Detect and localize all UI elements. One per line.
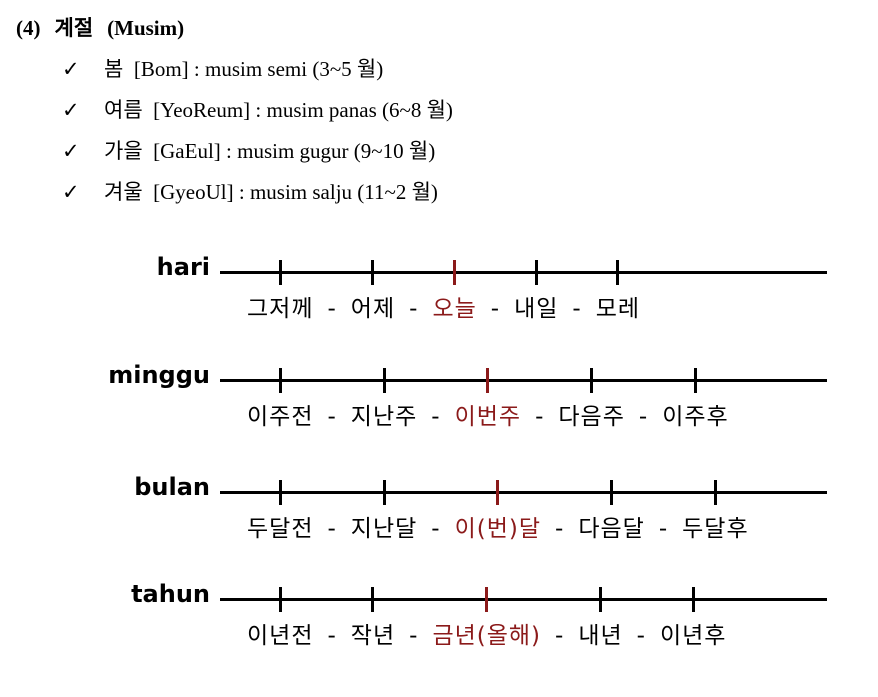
separator: - [535, 404, 545, 430]
timeline-label: tahun [131, 580, 210, 608]
timeline-label: hari [156, 253, 210, 281]
tick [485, 587, 489, 612]
tick [713, 480, 717, 505]
season-item: ✓ 가을 [GaEul] : musim gugur (9~10 월) [62, 135, 435, 165]
season-text: 겨울 [GyeoUl] : musim salju (11~2 월) [104, 180, 438, 204]
timeline: minggu 이주전 - 지난주 - 이번주 - 다음주 - 이주후 [0, 361, 878, 469]
separator: - [409, 623, 419, 649]
tick [691, 587, 695, 612]
timeline-word: 이번주 [454, 404, 522, 430]
tick [278, 368, 282, 393]
tick [693, 368, 697, 393]
heading-title: 계절 [54, 16, 94, 40]
heading: (4) 계절 (Musim) [16, 12, 198, 42]
tick [496, 480, 500, 505]
separator: - [636, 623, 646, 649]
separator: - [327, 404, 337, 430]
timeline-word: 이주전 [247, 404, 314, 430]
tick [371, 587, 375, 612]
timeline-word: 이(번)달 [454, 516, 542, 542]
checkmark: ✓ [62, 139, 80, 163]
checkmark: ✓ [62, 57, 80, 81]
timeline-word: 지난달 [350, 516, 418, 542]
separator: - [490, 296, 501, 322]
separator: - [431, 404, 441, 430]
heading-subtitle: (Musim) [107, 16, 185, 40]
tick [382, 368, 386, 393]
timeline-word: 내일 [514, 296, 559, 322]
checkmark: ✓ [62, 98, 80, 122]
timeline-words: 이주전 - 지난주 - 이번주 - 다음주 - 이주후 [247, 397, 729, 431]
tick [534, 260, 538, 285]
separator: - [327, 623, 337, 649]
checkmark: ✓ [62, 180, 80, 204]
timeline-words: 그저께 - 어제 - 오늘 - 내일 - 모레 [247, 289, 640, 323]
tick [599, 587, 602, 612]
timeline-word: 이년전 [247, 623, 314, 649]
timeline: bulan 두달전 - 지난달 - 이(번)달 - 다음달 - 두달후 [0, 473, 878, 581]
separator: - [555, 516, 565, 542]
season-item: ✓ 겨울 [GyeoUl] : musim salju (11~2 월) [62, 176, 438, 206]
timeline-words: 이년전 - 작년 - 금년(올해) - 내년 - 이년후 [247, 616, 726, 650]
separator: - [327, 516, 337, 542]
tick [278, 260, 282, 285]
separator: - [409, 296, 419, 322]
timeline-word: 지난주 [350, 404, 418, 430]
season-item: ✓ 봄 [Bom] : musim semi (3~5 월) [62, 53, 383, 83]
timeline-word: 이주후 [662, 404, 729, 430]
timeline-words: 두달전 - 지난달 - 이(번)달 - 다음달 - 두달후 [247, 509, 749, 543]
timeline-word: 모레 [595, 296, 641, 322]
timeline-label: bulan [134, 473, 210, 501]
timeline-word: 작년 [350, 623, 396, 649]
separator: - [638, 404, 649, 430]
tick [453, 260, 457, 285]
timeline-word: 이년후 [659, 623, 727, 649]
tick [278, 587, 282, 612]
season-text: 여름 [YeoReum] : musim panas (6~8 월) [104, 98, 453, 122]
timeline-word: 그저께 [247, 296, 314, 322]
timeline-label: minggu [108, 361, 210, 389]
timeline-word: 오늘 [432, 296, 477, 322]
separator: - [658, 516, 669, 542]
tick [616, 260, 620, 285]
tick [278, 480, 282, 505]
tick [486, 368, 490, 393]
timeline-word: 다음달 [578, 516, 645, 542]
timeline-axis [220, 491, 827, 494]
heading-number: (4) [16, 16, 41, 40]
timeline: hari 그저께 - 어제 - 오늘 - 내일 - 모레 [0, 253, 878, 361]
season-text: 가을 [GaEul] : musim gugur (9~10 월) [104, 139, 436, 163]
season-item: ✓ 여름 [YeoReum] : musim panas (6~8 월) [62, 94, 453, 124]
tick [610, 480, 614, 505]
separator: - [572, 296, 582, 322]
timeline-word: 내년 [578, 623, 623, 649]
timeline-word: 두달전 [247, 516, 314, 542]
tick [382, 480, 386, 505]
separator: - [431, 516, 441, 542]
timeline-word: 금년(올해) [432, 623, 542, 649]
tick [590, 368, 594, 393]
timeline-word: 어제 [350, 296, 396, 322]
timeline-axis [220, 379, 827, 382]
timeline-word: 두달후 [682, 516, 749, 542]
separator: - [327, 296, 337, 322]
timeline: tahun 이년전 - 작년 - 금년(올해) - 내년 - 이년후 [0, 580, 878, 688]
timeline-axis [220, 598, 827, 601]
tick [371, 260, 375, 285]
timeline-axis [220, 271, 827, 274]
separator: - [555, 623, 565, 649]
timeline-word: 다음주 [558, 404, 625, 430]
season-text: 봄 [Bom] : musim semi (3~5 월) [104, 57, 384, 81]
